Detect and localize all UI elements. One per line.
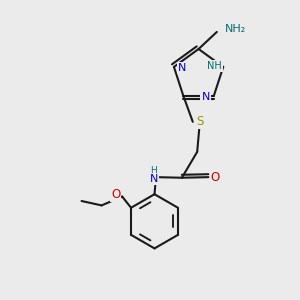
Text: O: O xyxy=(211,171,220,184)
Text: S: S xyxy=(196,115,203,128)
Text: H: H xyxy=(150,166,156,175)
Text: N: N xyxy=(201,92,210,102)
Text: O: O xyxy=(111,188,120,201)
Text: N: N xyxy=(149,174,158,184)
Text: NH: NH xyxy=(207,61,222,71)
Text: N: N xyxy=(177,63,186,73)
Text: NH₂: NH₂ xyxy=(225,24,246,34)
